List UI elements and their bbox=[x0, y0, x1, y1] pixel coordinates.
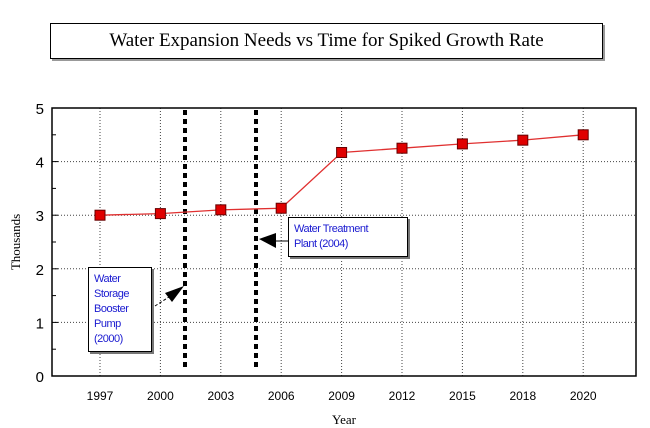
x-tick-label: 2020 bbox=[570, 389, 597, 403]
y-tick-label: 1 bbox=[36, 315, 44, 332]
x-axis-label: Year bbox=[332, 412, 357, 427]
annotation-line: Plant (2004) bbox=[294, 238, 348, 250]
annotation-storage-pump: Water Storage Booster Pump (2000) bbox=[88, 267, 152, 352]
y-tick-label: 4 bbox=[36, 155, 44, 172]
chart-title: Water Expansion Needs vs Time for Spiked… bbox=[50, 23, 603, 59]
x-tick-label: 2015 bbox=[449, 389, 476, 403]
y-tick-label: 2 bbox=[36, 262, 44, 279]
plot-frame bbox=[51, 107, 637, 377]
annotation-line: Pump bbox=[94, 318, 121, 330]
data-point bbox=[517, 134, 529, 146]
data-point bbox=[154, 208, 166, 220]
x-tick-label: 2018 bbox=[509, 389, 536, 403]
arrow-head bbox=[259, 233, 276, 248]
data-point bbox=[577, 129, 589, 141]
x-tick-label: 2012 bbox=[389, 389, 416, 403]
data-point bbox=[275, 202, 287, 214]
arrow-head bbox=[165, 286, 184, 302]
x-tick-label: 2006 bbox=[268, 389, 295, 403]
y-axis-label: Thousands bbox=[8, 214, 23, 270]
x-tick-label: 1997 bbox=[87, 389, 114, 403]
x-tick-label: 2000 bbox=[147, 389, 174, 403]
data-point bbox=[215, 204, 227, 216]
y-tick-label: 0 bbox=[36, 369, 44, 386]
data-point bbox=[94, 209, 106, 221]
annotation-line: (2000) bbox=[94, 333, 123, 345]
annotation-line: Water Treatment bbox=[294, 223, 369, 235]
annotation-treatment-plant: Water Treatment Plant (2004) bbox=[288, 217, 408, 257]
annotation-line: Booster bbox=[94, 303, 129, 315]
data-point bbox=[336, 146, 348, 158]
annotation-line: Water bbox=[94, 273, 121, 285]
x-tick-label: 2003 bbox=[207, 389, 234, 403]
annotation-line: Storage bbox=[94, 288, 130, 300]
y-tick-label: 5 bbox=[36, 101, 44, 118]
data-point bbox=[396, 142, 408, 154]
x-tick-label: 2009 bbox=[328, 389, 355, 403]
data-point bbox=[456, 138, 468, 150]
y-tick-label: 3 bbox=[36, 208, 44, 225]
